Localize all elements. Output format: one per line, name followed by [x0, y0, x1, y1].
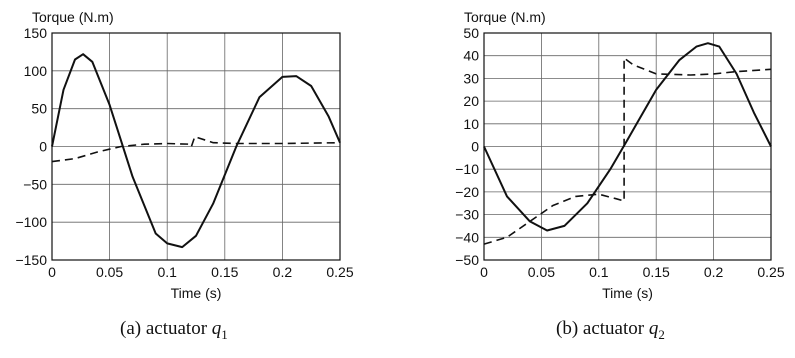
y-tick-label: −10: [455, 161, 479, 177]
x-tick-label: 0: [48, 264, 56, 280]
y-tick-label: 100: [24, 63, 48, 79]
x-tick-label: 0.25: [326, 264, 353, 280]
y-tick-label: −50: [23, 176, 47, 192]
caption-b: (b) actuator q2: [556, 318, 665, 343]
y-tick-label: 0: [39, 139, 47, 155]
y-tick-label: 50: [463, 25, 479, 41]
y-tick-label: −50: [455, 252, 479, 268]
y-tick-label: 20: [463, 93, 479, 109]
series-dashed-line-a: [51, 135, 341, 163]
y-tick-label: 30: [463, 70, 479, 86]
x-tick-label: 0.15: [211, 264, 238, 280]
y-tick-label: 10: [463, 116, 479, 132]
x-tick-label: 0: [480, 264, 488, 280]
y-tick-label: −30: [455, 207, 479, 223]
y-tick-label: 50: [31, 101, 47, 117]
x-tick-label: 0.2: [273, 264, 293, 280]
y-axis-label-b: Torque (N.m): [464, 9, 546, 25]
y-axis-label-a: Torque (N.m): [32, 9, 114, 25]
x-tick-label: 0.2: [704, 264, 724, 280]
y-tick-label: 150: [24, 25, 48, 41]
x-tick-label: 0.05: [528, 264, 555, 280]
y-tick-label: −20: [455, 184, 479, 200]
x-tick-label: 0.25: [757, 264, 784, 280]
y-tick-label: −100: [15, 214, 47, 230]
x-axis-label-b: Time (s): [602, 285, 653, 301]
caption-a-var: q: [211, 318, 222, 339]
caption-a-prefix: (a) actuator: [120, 318, 212, 339]
series-solid-line-a: [51, 53, 341, 249]
caption-b-sub: 2: [658, 326, 665, 342]
y-tick-label: 40: [463, 48, 479, 64]
series-dashed-line-b: [483, 57, 772, 245]
caption-a-sub: 1: [221, 326, 228, 342]
x-axis-label-a: Time (s): [171, 285, 222, 301]
y-tick-label: −40: [455, 229, 479, 245]
y-tick-label: −150: [15, 252, 47, 268]
x-tick-label: 0.1: [157, 264, 177, 280]
x-tick-label: 0.15: [643, 264, 670, 280]
series-solid-line-b: [483, 42, 772, 232]
y-tick-label: 0: [471, 139, 479, 155]
x-tick-label: 0.05: [96, 264, 123, 280]
caption-b-var: q: [648, 318, 659, 339]
x-tick-label: 0.1: [589, 264, 609, 280]
caption-a: (a) actuator q1: [120, 318, 228, 343]
caption-b-prefix: (b) actuator: [556, 318, 649, 339]
